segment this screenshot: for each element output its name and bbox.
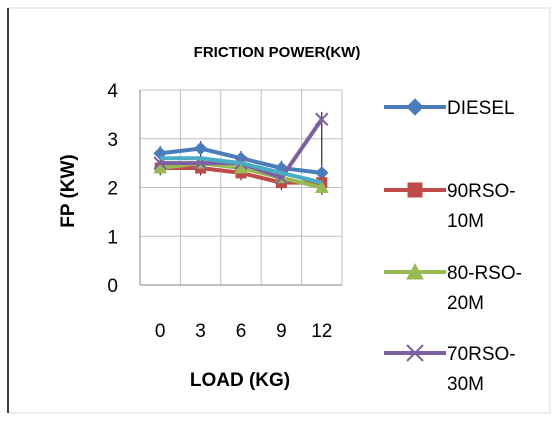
x-tick-label: 9: [276, 321, 287, 342]
legend-label: 70RSO-: [447, 344, 516, 365]
chart-border: [7, 7, 551, 414]
y-tick-label: 2: [107, 179, 118, 200]
y-tick-label: 0: [107, 276, 118, 297]
legend-label: 30M: [447, 374, 484, 395]
x-tick-labels: 0 3 6 9 12: [155, 321, 332, 342]
legend-label: 90RSO-: [447, 181, 516, 202]
x-marker-stroke: [315, 112, 329, 126]
square-marker: [407, 182, 423, 198]
x-marker-stroke: [406, 344, 424, 362]
x-tick-label: 6: [236, 321, 247, 342]
y-tick-labels: 0 1 2 3 4: [107, 81, 118, 297]
y-tick-label: 4: [107, 81, 118, 102]
x-tick-label: 12: [311, 321, 332, 342]
series-line-extra: [160, 156, 323, 185]
legend-label: 80-RSO-: [447, 263, 522, 284]
y-tick-label: 1: [107, 227, 118, 248]
y-tick-label: 3: [107, 130, 118, 151]
triangle-marker: [314, 180, 329, 193]
y-axis-title: FP (KW): [58, 154, 79, 228]
x-marker: [406, 344, 424, 362]
legend-label: DIESEL: [447, 98, 515, 119]
x-axis-title: LOAD (KG): [190, 370, 290, 391]
diamond-marker: [193, 141, 208, 156]
series-lines: [153, 112, 329, 193]
x-tick-label: 3: [195, 321, 206, 342]
gridlines: [139, 89, 343, 286]
legend-label: 10M: [447, 211, 484, 232]
legend-label: 20M: [447, 293, 484, 314]
legend: DIESEL 90RSO- 10M 80-RSO- 20M 70RSO- 30M: [384, 98, 522, 395]
x-marker: [315, 112, 329, 126]
triangle-marker: [406, 262, 424, 280]
chart-title: FRICTION POWER(KW): [194, 44, 361, 61]
x-tick-label: 0: [155, 321, 166, 342]
diamond-marker: [406, 98, 424, 116]
